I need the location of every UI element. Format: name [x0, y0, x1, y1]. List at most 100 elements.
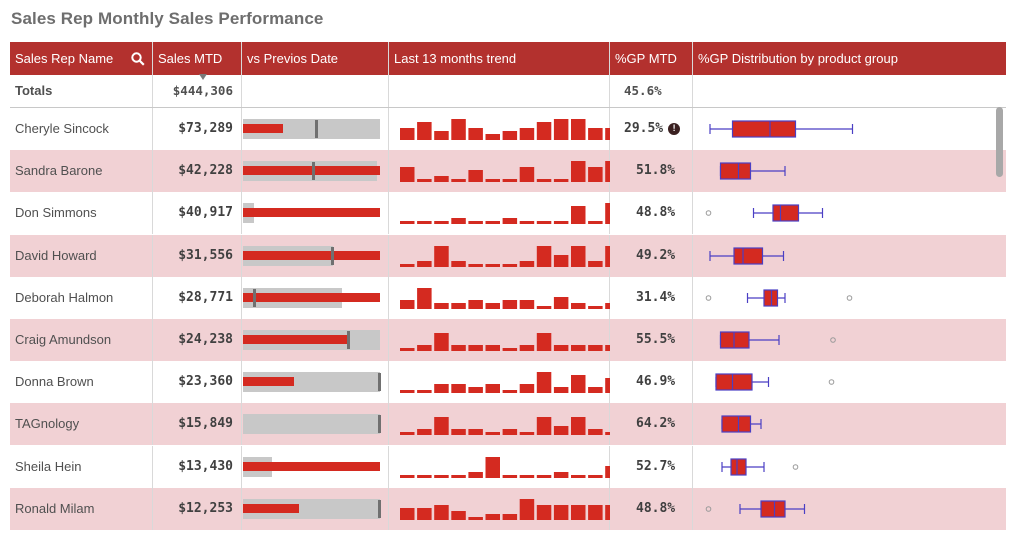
- trend-bar: [417, 345, 432, 351]
- trend-chart: [400, 203, 620, 225]
- trend-bar: [400, 507, 415, 520]
- trend-bar: [434, 384, 449, 394]
- bullet-target-marker: [377, 373, 381, 392]
- column-header-gp-distribution[interactable]: %GP Distribution by product group: [698, 51, 898, 66]
- trend-bar: [400, 263, 415, 267]
- column-header-gp-mtd[interactable]: %GP MTD: [610, 42, 693, 75]
- bullet-range-band: [243, 414, 380, 435]
- sales-rep-name[interactable]: Craig Amundson: [10, 319, 153, 361]
- bullet-value-bar: [243, 124, 283, 133]
- trend-bar: [519, 299, 535, 309]
- trend-bar: [417, 179, 432, 183]
- trend-bar: [571, 161, 586, 183]
- sales-rep-name[interactable]: Cheryle Sincock: [10, 108, 153, 150]
- warning-icon[interactable]: !: [668, 122, 681, 135]
- column-header-sales-rep-name[interactable]: Sales Rep Name: [10, 42, 153, 75]
- sales-mtd-value: $15,849: [153, 403, 242, 446]
- sales-mtd-value: $12,253: [153, 487, 242, 530]
- trend-bar: [536, 122, 552, 140]
- trend-chart: [400, 498, 620, 520]
- boxplot-chart: [705, 204, 824, 222]
- table-row[interactable]: Ronald Milam $12,253 48.8%: [10, 487, 1006, 530]
- gp-mtd-cell: 48.8%: [610, 487, 693, 530]
- table-row[interactable]: Craig Amundson $24,238 55.5%: [10, 319, 1006, 361]
- trend-bar: [536, 417, 552, 436]
- table-row[interactable]: Deborah Halmon $28,771 31.4%: [10, 276, 1006, 319]
- trend-bar: [553, 221, 569, 225]
- trend-bar: [400, 348, 415, 351]
- trend-bar: [588, 429, 603, 436]
- table-row[interactable]: Sheila Hein $13,430 52.7%: [10, 445, 1006, 488]
- totals-trend-empty: [389, 75, 610, 107]
- search-icon[interactable]: [131, 52, 145, 66]
- trend-bar: [588, 128, 603, 140]
- table-row[interactable]: TAGnology $15,849 64.2%: [10, 403, 1006, 446]
- gp-distribution-boxplot: [693, 446, 1006, 488]
- sales-rep-name[interactable]: Don Simmons: [10, 192, 153, 235]
- trend-chart: [400, 161, 620, 183]
- trend-bar: [451, 119, 466, 140]
- trend-bar: [417, 221, 432, 225]
- sales-rep-name[interactable]: Sheila Hein: [10, 445, 153, 488]
- bullet-target-marker: [311, 162, 315, 181]
- box-iqr: [719, 331, 750, 349]
- trend-bar: [502, 429, 518, 436]
- bullet-value-bar: [243, 292, 380, 302]
- gp-distribution-boxplot: [693, 488, 1006, 530]
- column-header-vs-previous-date[interactable]: vs Previos Date: [242, 42, 389, 75]
- sales-rep-name[interactable]: Donna Brown: [10, 361, 153, 404]
- column-label: Sales Rep Name: [15, 51, 114, 66]
- trend-bar: [451, 510, 466, 520]
- gp-distribution-boxplot: [693, 235, 1006, 277]
- trend-bar: [553, 345, 569, 351]
- trend-bar: [536, 333, 552, 351]
- trend-bar: [588, 474, 603, 478]
- boxplot-chart: [719, 331, 836, 349]
- trend-bar: [417, 507, 432, 520]
- trend-bar: [485, 134, 500, 140]
- box-iqr: [730, 457, 747, 476]
- trend-bar: [400, 128, 415, 140]
- boxplot-outlier: [828, 379, 835, 385]
- trend-bar: [553, 387, 569, 394]
- table-row[interactable]: Donna Brown $23,360 46.9%: [10, 361, 1006, 404]
- sales-rep-name[interactable]: Ronald Milam: [10, 487, 153, 530]
- table-row[interactable]: David Howard $31,556 49.2%: [10, 234, 1006, 277]
- boxplot-outlier: [830, 337, 836, 343]
- trend-bar: [536, 305, 552, 309]
- boxplot-chart: [721, 457, 799, 476]
- trend-sparkline: [389, 361, 620, 404]
- table-row[interactable]: Sandra Barone $42,228 51.8%: [10, 150, 1006, 193]
- vs-previous-bullet: [242, 319, 389, 361]
- trend-bar: [588, 504, 603, 520]
- table-row[interactable]: Don Simmons $40,917 48.8%: [10, 192, 1006, 235]
- sales-rep-name[interactable]: Deborah Halmon: [10, 276, 153, 319]
- totals-row: Totals $444,306 45.6%: [10, 75, 1006, 108]
- trend-bar: [519, 345, 535, 351]
- trend-bar: [451, 218, 466, 225]
- sales-rep-name[interactable]: David Howard: [10, 234, 153, 277]
- trend-bar: [519, 384, 535, 394]
- trend-bar: [468, 429, 483, 436]
- trend-bar: [434, 417, 449, 436]
- boxplot-chart: [709, 246, 785, 265]
- trend-bar: [553, 471, 569, 478]
- vertical-scrollbar[interactable]: [996, 107, 1003, 177]
- trend-bar: [468, 387, 483, 394]
- boxplot-chart: [705, 289, 853, 307]
- gp-mtd-value: 48.8%: [636, 205, 676, 221]
- trend-chart: [400, 119, 620, 140]
- trend-bar: [502, 131, 518, 140]
- sales-rep-name[interactable]: Sandra Barone: [10, 150, 153, 193]
- trend-bar: [485, 513, 500, 520]
- gp-mtd-cell: 51.8%: [610, 150, 693, 193]
- trend-bar: [519, 432, 535, 436]
- column-header-trend[interactable]: Last 13 months trend: [389, 42, 610, 75]
- column-header-sales-mtd[interactable]: Sales MTD: [153, 42, 242, 75]
- bullet-value-bar: [243, 503, 300, 513]
- trend-bar: [485, 302, 500, 309]
- sales-mtd-value: $28,771: [153, 276, 242, 319]
- table-row[interactable]: Cheryle Sincock $73,289 29.5%!: [10, 108, 1006, 150]
- trend-bar: [417, 474, 432, 478]
- sales-rep-name[interactable]: TAGnology: [10, 403, 153, 446]
